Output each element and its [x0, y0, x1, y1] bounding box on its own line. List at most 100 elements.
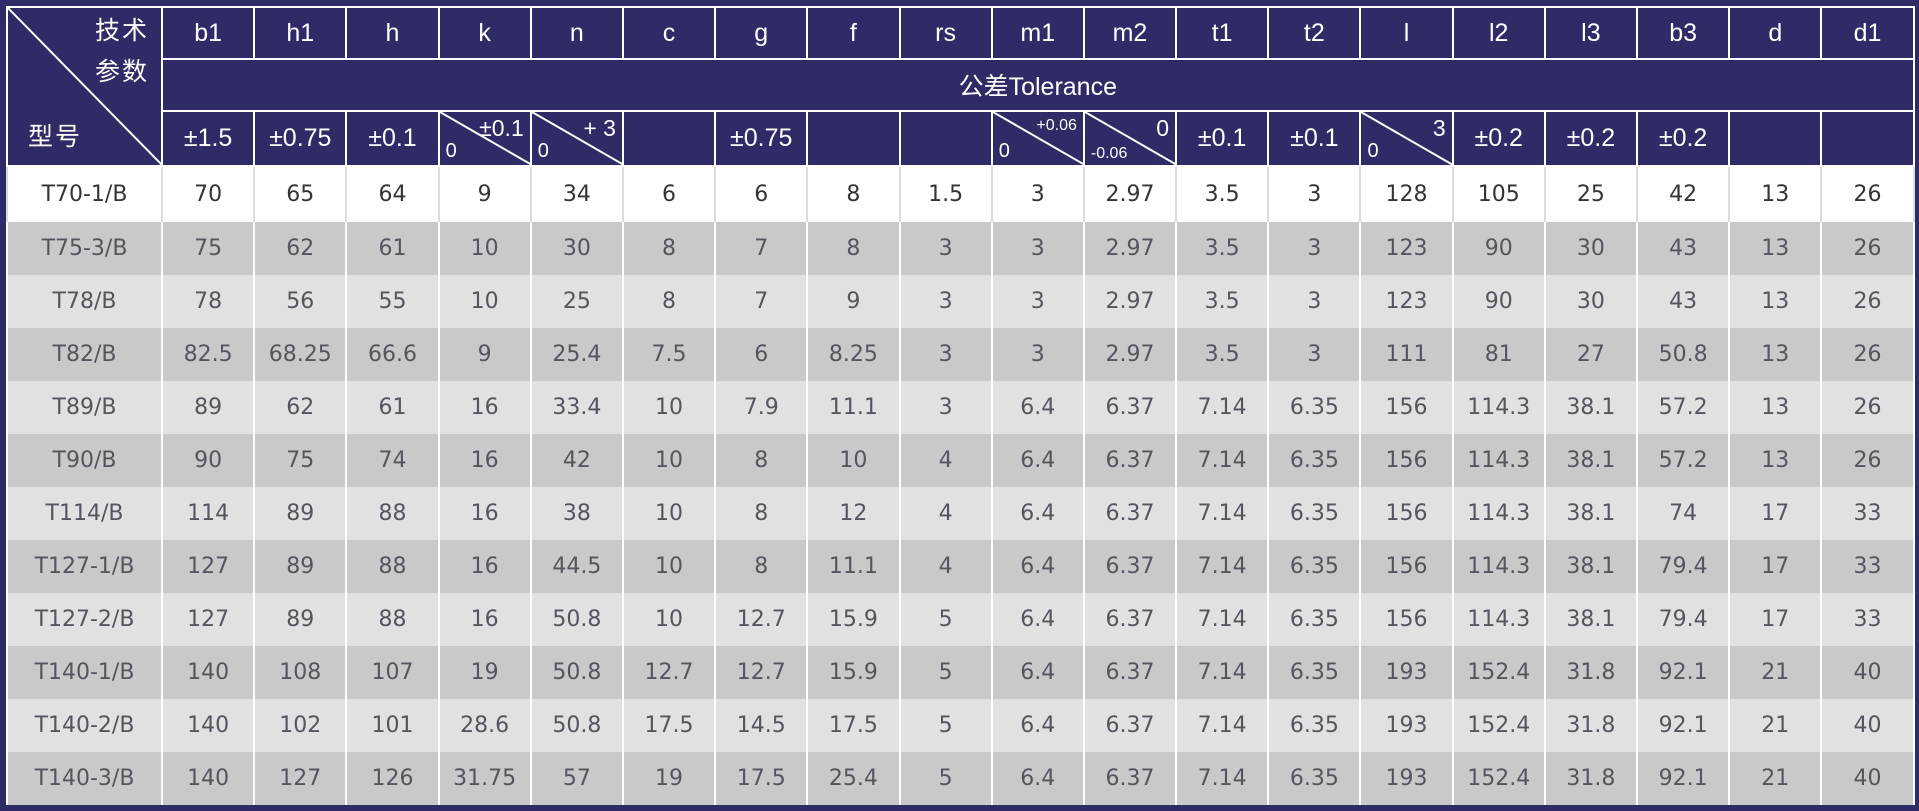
value-cell-f: 8: [806, 166, 901, 222]
value-cell-h1: 68.25: [253, 328, 348, 381]
value-cell-t2: 6.35: [1267, 646, 1362, 699]
value-cell-f: 9: [806, 275, 901, 328]
value-cell-b1: 70: [160, 166, 256, 222]
value-cell-m2: 2.97: [1082, 222, 1178, 275]
table-row: T127-1/B 127 89 88 16 44.5 10 8 11.1 4 6.4 6.37 7.14…: [6, 540, 1915, 593]
value-cell-h1: 102: [253, 699, 348, 752]
value-cell-k: 28.6: [437, 699, 532, 752]
value-cell-l: 128: [1359, 166, 1454, 222]
value-cell-m2: 6.37: [1082, 646, 1178, 699]
value-cell-d: 21: [1728, 646, 1823, 699]
value-cell-rs: 4: [898, 487, 993, 540]
tolerance-cell-m2: 0 -0.06: [1082, 110, 1178, 167]
value-cell-d: 13: [1728, 222, 1823, 275]
param-header-f: f: [806, 6, 901, 60]
tolerance-cell-h1: ±0.75: [253, 110, 348, 167]
value-cell-t1: 3.5: [1175, 275, 1270, 328]
tolerance-cell-l2: ±0.2: [1451, 110, 1546, 167]
value-cell-t1: 7.14: [1175, 646, 1270, 699]
value-cell-l2: 105: [1451, 166, 1546, 222]
value-cell-l3: 38.1: [1543, 487, 1639, 540]
model-cell: T127-1/B: [6, 540, 163, 593]
value-cell-d1: 26: [1820, 222, 1915, 275]
value-cell-n: 50.8: [529, 699, 624, 752]
param-header-b1: b1: [160, 6, 256, 60]
value-cell-c: 10: [621, 487, 717, 540]
value-cell-h: 126: [345, 752, 440, 805]
value-cell-rs: 3: [898, 328, 993, 381]
value-cell-g: 7.9: [714, 381, 809, 434]
value-cell-c: 7.5: [621, 328, 717, 381]
tolerance-cell-c: [621, 110, 717, 167]
value-cell-d: 13: [1728, 381, 1823, 434]
value-cell-l2: 114.3: [1451, 593, 1546, 646]
value-cell-k: 16: [437, 434, 532, 487]
value-cell-m1: 6.4: [990, 434, 1085, 487]
value-cell-m1: 6.4: [990, 487, 1085, 540]
table-row: T140-1/B 140 108 107 19 50.8 12.7 12.7 15.9 5 6.4 6…: [6, 646, 1915, 699]
value-cell-l2: 114.3: [1451, 434, 1546, 487]
value-cell-l3: 25: [1543, 166, 1639, 222]
tolerance-lower: 0: [537, 140, 549, 162]
tolerance-cell-n: + 3 0: [529, 110, 624, 167]
value-cell-b3: 42: [1635, 166, 1731, 222]
value-cell-n: 25.4: [529, 328, 624, 381]
value-cell-l3: 30: [1543, 222, 1639, 275]
value-cell-l: 156: [1359, 434, 1454, 487]
value-cell-f: 11.1: [806, 540, 901, 593]
value-cell-m2: 6.37: [1082, 752, 1178, 805]
value-cell-l2: 114.3: [1451, 540, 1546, 593]
value-cell-l2: 152.4: [1451, 699, 1546, 752]
value-cell-l3: 38.1: [1543, 540, 1639, 593]
value-cell-l2: 81: [1451, 328, 1546, 381]
value-cell-h: 88: [345, 593, 440, 646]
param-header-k: k: [437, 6, 532, 60]
table-row: T140-2/B 140 102 101 28.6 50.8 17.5 14.5 17.5 5 6.…: [6, 699, 1915, 752]
value-cell-k: 19: [437, 646, 532, 699]
value-cell-g: 12.7: [714, 646, 809, 699]
model-cell: T89/B: [6, 381, 163, 434]
model-cell: T70-1/B: [6, 166, 163, 222]
value-cell-f: 17.5: [806, 699, 901, 752]
value-cell-n: 44.5: [529, 540, 624, 593]
value-cell-g: 7: [714, 222, 809, 275]
tolerance-cell-g: ±0.75: [714, 110, 809, 167]
value-cell-f: 11.1: [806, 381, 901, 434]
table-row: T78/B 78 56 55 10 25 8 7 9 3 3 2.97 3.5 3 123 90 30 43 13 2…: [6, 275, 1915, 328]
table-row: T82/B 82.5 68.25 66.6 9 25.4 7.5 6 8.25 3 3 2.97 3.5…: [6, 328, 1915, 381]
value-cell-m1: 3: [990, 275, 1085, 328]
tolerance-diagonal: [440, 113, 529, 164]
value-cell-n: 57: [529, 752, 624, 805]
value-cell-rs: 5: [898, 752, 993, 805]
value-cell-t1: 7.14: [1175, 381, 1270, 434]
tolerance-diagonal: [532, 113, 621, 164]
value-cell-rs: 5: [898, 699, 993, 752]
tolerance-upper: 0: [1156, 115, 1170, 141]
param-header-t1: t1: [1175, 6, 1270, 60]
value-cell-f: 25.4: [806, 752, 901, 805]
value-cell-b3: 57.2: [1635, 381, 1731, 434]
value-cell-t2: 6.35: [1267, 593, 1362, 646]
table-row: T75-3/B 75 62 61 10 30 8 7 8 3 3 2.97 3.5 3 123 90 30 43 1…: [6, 222, 1915, 275]
value-cell-h1: 127: [253, 752, 348, 805]
param-header-t2: t2: [1267, 6, 1362, 60]
value-cell-t1: 7.14: [1175, 699, 1270, 752]
value-cell-l2: 152.4: [1451, 752, 1546, 805]
value-cell-c: 6: [621, 166, 717, 222]
value-cell-b3: 57.2: [1635, 434, 1731, 487]
value-cell-b3: 92.1: [1635, 752, 1731, 805]
value-cell-n: 33.4: [529, 381, 624, 434]
value-cell-m2: 6.37: [1082, 487, 1178, 540]
table-row: T89/B 89 62 61 16 33.4 10 7.9 11.1 3 6.4 6.37 7.14 6.…: [6, 381, 1915, 434]
value-cell-l: 156: [1359, 381, 1454, 434]
value-cell-g: 14.5: [714, 699, 809, 752]
value-cell-t1: 7.14: [1175, 540, 1270, 593]
tolerance-cell-rs: [898, 110, 993, 167]
param-header-m1: m1: [990, 6, 1085, 60]
tolerance-cell-b1: ±1.5: [160, 110, 256, 167]
value-cell-b3: 79.4: [1635, 540, 1731, 593]
value-cell-m2: 6.37: [1082, 593, 1178, 646]
value-cell-m2: 2.97: [1082, 275, 1178, 328]
